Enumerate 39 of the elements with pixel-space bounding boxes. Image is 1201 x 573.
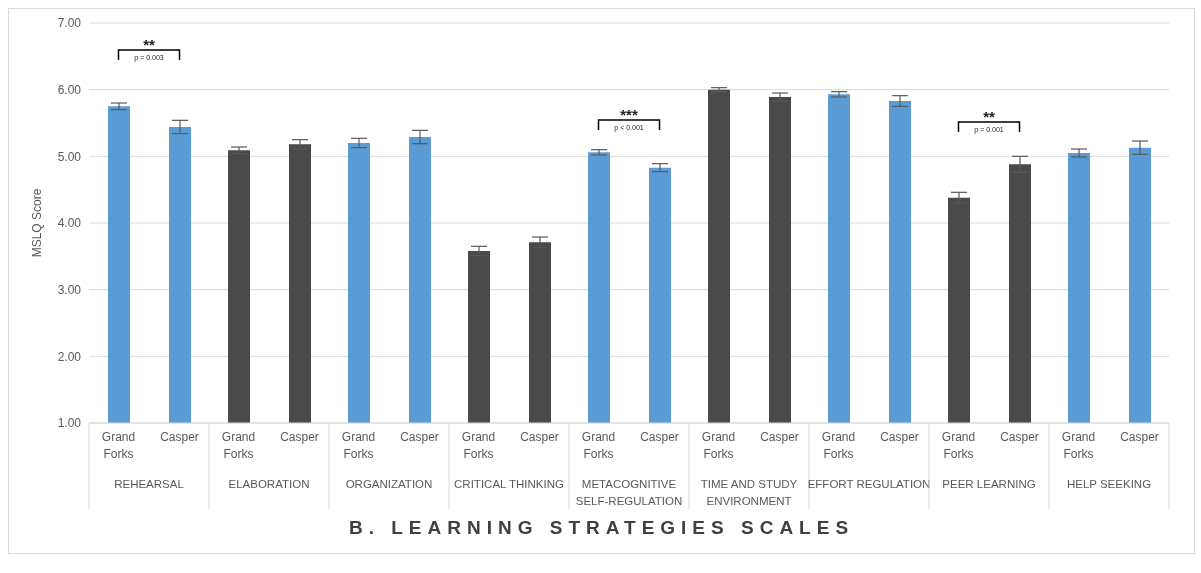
x-tick-label: REHEARSAL: [114, 478, 185, 490]
series-label: Grand Forks: [581, 430, 616, 461]
x-tick-label: TIME AND STUDY ENVIRONMENT: [700, 478, 798, 507]
text: Grand Forks: [341, 430, 376, 461]
annotation: **: [983, 108, 995, 125]
x-tick-label: METACOGNITIVE SELF-REGULATION: [575, 478, 683, 507]
y-axis-title: MSLQ Score: [30, 188, 45, 258]
text: Casper: [760, 430, 799, 444]
y-tick-label: 7.00: [57, 16, 82, 31]
text: Grand Forks: [1061, 430, 1096, 461]
text: Casper: [400, 430, 439, 444]
x-tick-label: PEER LEARNING: [942, 478, 1036, 490]
y-tick-label: 6.00: [57, 82, 82, 97]
text: Casper: [880, 430, 919, 444]
y-tick-label: 3.00: [57, 282, 82, 297]
x-tick-label: CRITICAL THINKING: [454, 478, 564, 490]
annotation: ***: [620, 106, 638, 123]
text: Grand Forks: [941, 430, 976, 461]
text: Grand Forks: [461, 430, 496, 461]
text: Grand Forks: [221, 430, 256, 461]
text: Casper: [640, 430, 679, 444]
text: Casper: [280, 430, 319, 444]
y-tick-label: 2.00: [57, 349, 82, 364]
text: Grand Forks: [821, 430, 856, 461]
text: Casper: [160, 430, 199, 444]
annotation: **: [143, 36, 155, 53]
y-tick-label: 4.00: [57, 216, 82, 231]
x-tick-label: ELABORATION: [228, 478, 310, 490]
x-tick-label: HELP SEEKING: [1066, 478, 1152, 490]
x-tick-label: EFFORT REGULATION: [807, 478, 931, 490]
text: Grand Forks: [701, 430, 736, 461]
text: Grand Forks: [101, 430, 136, 461]
y-tick-label: 5.00: [57, 149, 82, 164]
x-tick-label: ORGANIZATION: [345, 478, 433, 490]
text: Casper: [1120, 430, 1159, 444]
series-label: Casper: [1000, 430, 1039, 444]
text: Casper: [520, 430, 559, 444]
text: B. LEARNING STRATEGIES SCALES: [347, 516, 856, 540]
y-tick-label: 1.00: [57, 416, 82, 431]
